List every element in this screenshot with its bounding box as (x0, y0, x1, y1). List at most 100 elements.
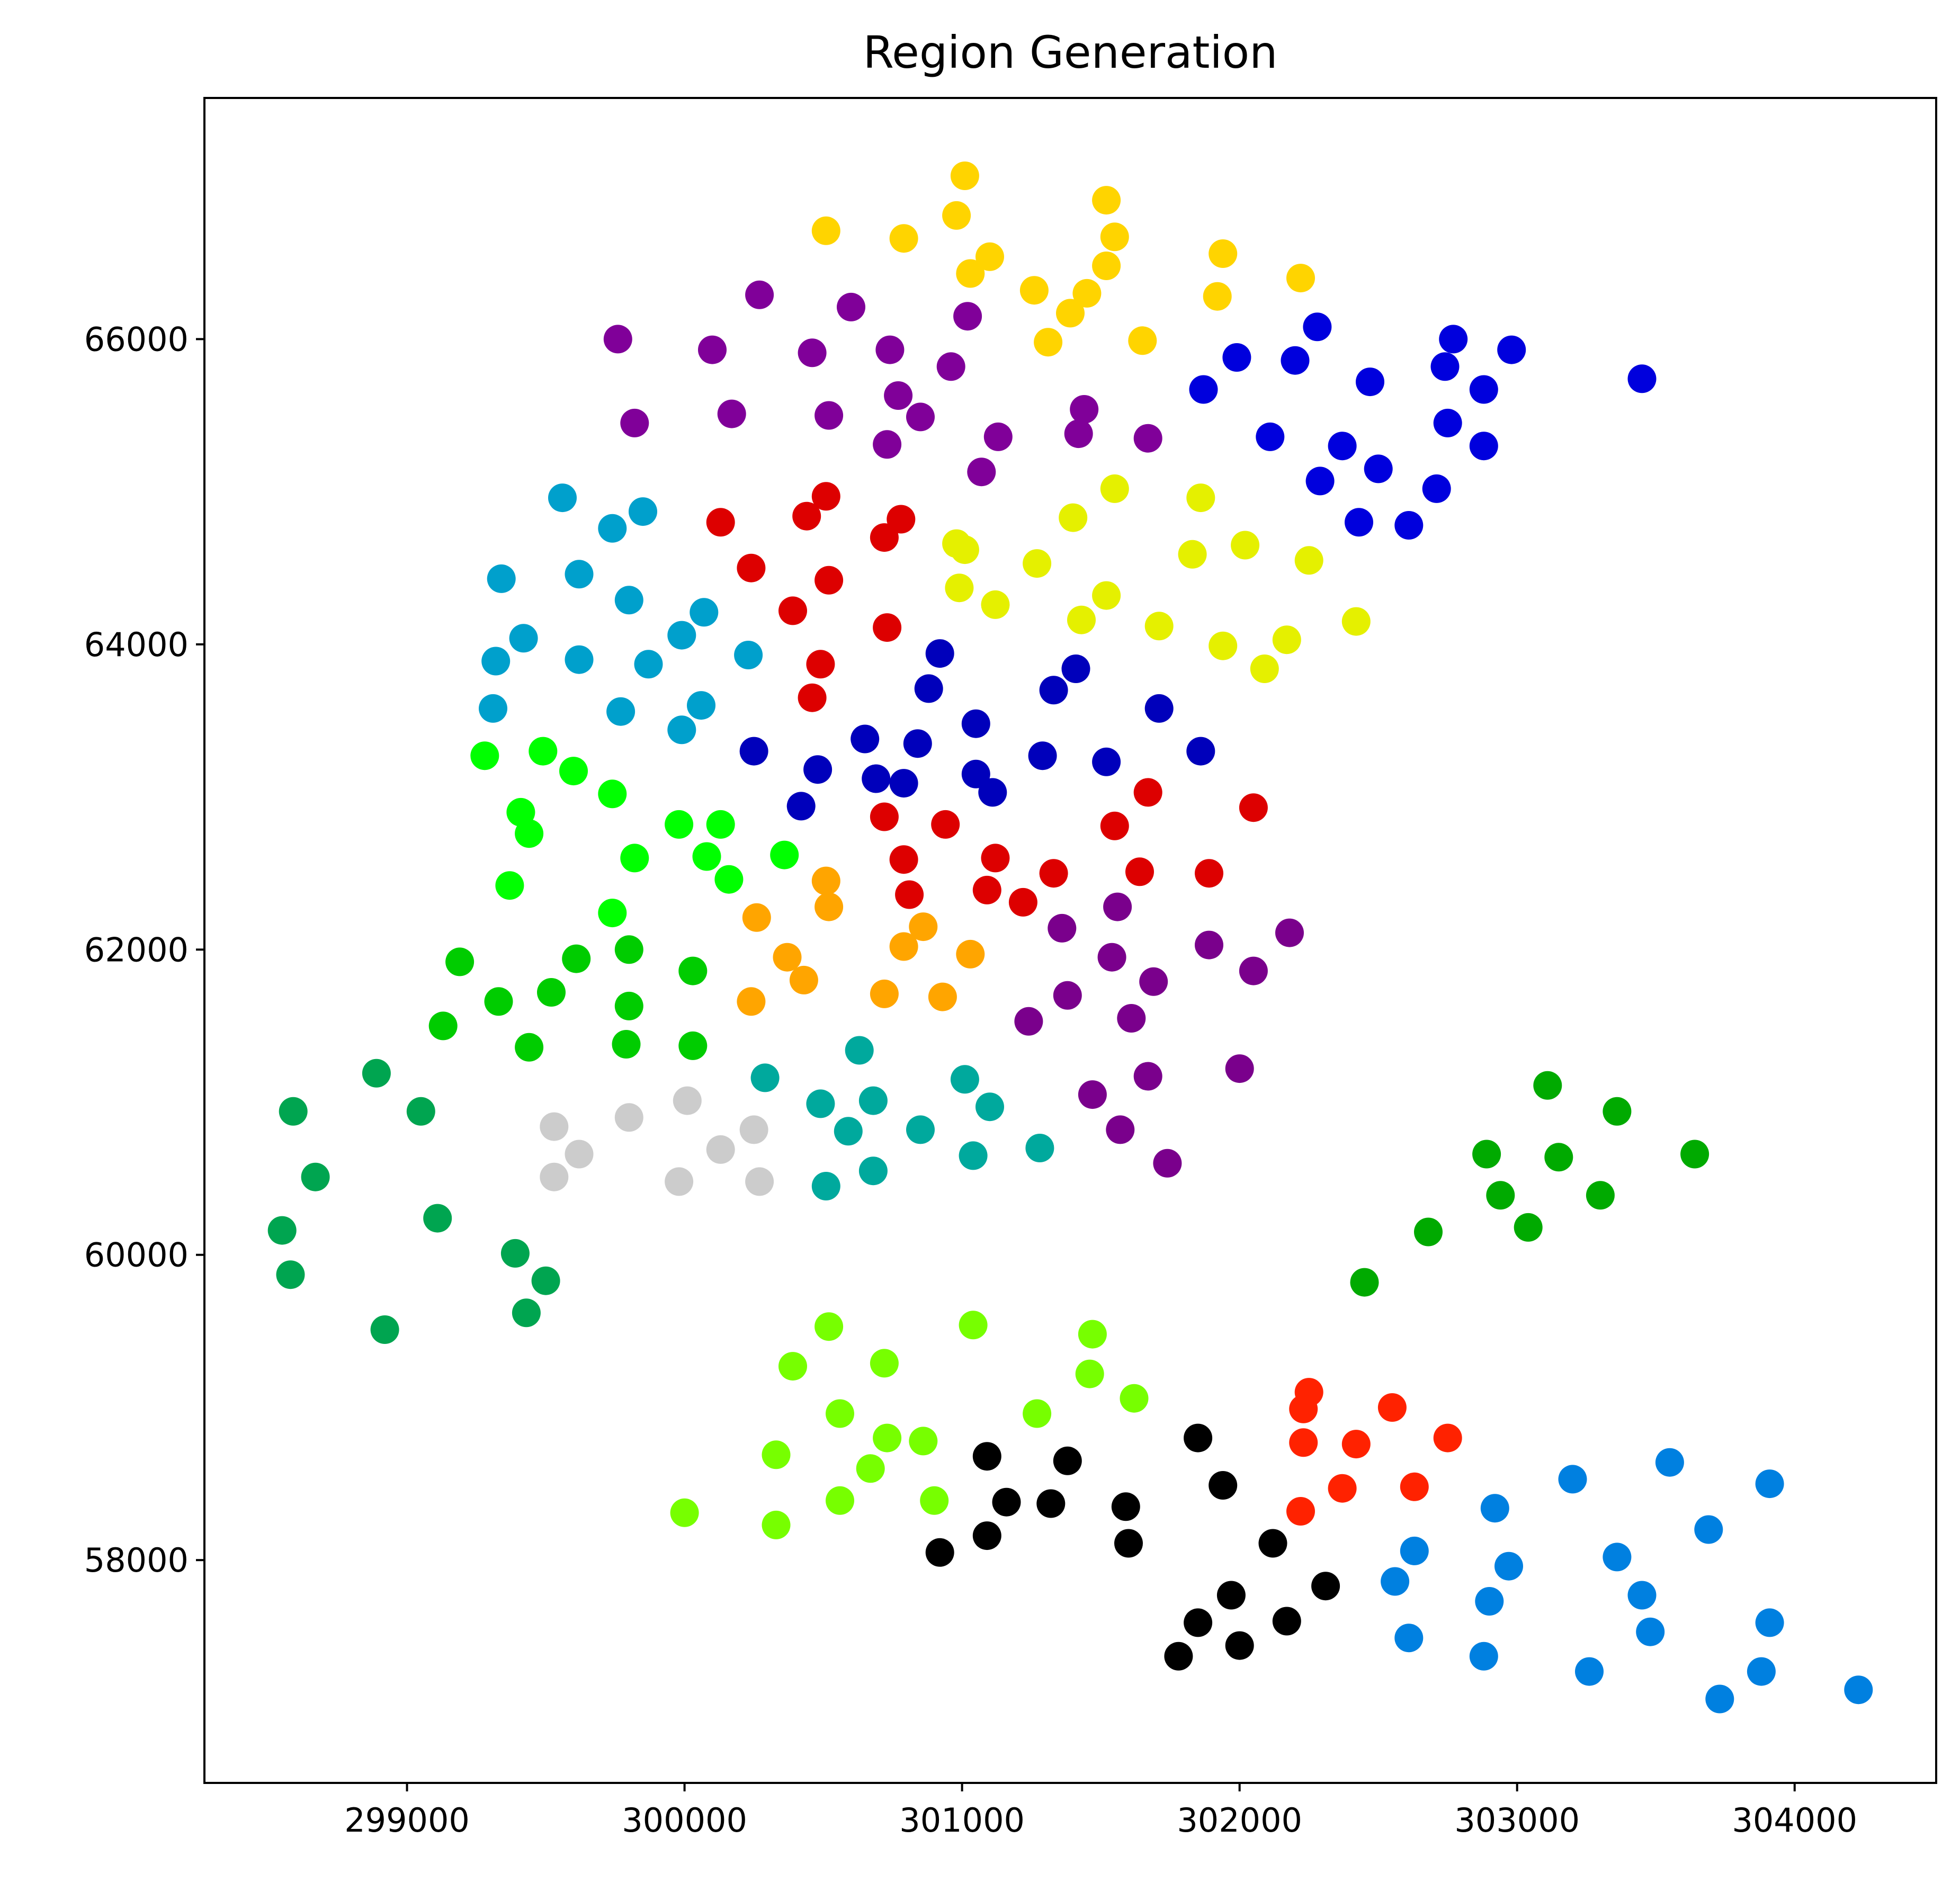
data-point (279, 1097, 308, 1126)
data-point (603, 325, 632, 354)
data-point (928, 982, 957, 1011)
data-point (826, 1486, 854, 1515)
data-point (1184, 1423, 1213, 1452)
data-point (786, 792, 816, 821)
data-point (1128, 326, 1157, 355)
data-point (737, 987, 766, 1016)
data-point (1328, 432, 1357, 461)
data-point (1394, 1624, 1424, 1653)
data-point (565, 560, 594, 589)
data-point (889, 932, 918, 961)
data-point (983, 422, 1013, 451)
data-point (851, 724, 880, 754)
data-point (1092, 186, 1121, 215)
data-point (1755, 1469, 1784, 1499)
data-point (1189, 375, 1218, 404)
data-point (481, 647, 511, 676)
data-point (1186, 483, 1215, 513)
x-tick-label: 300000 (622, 1801, 747, 1840)
data-point (1422, 474, 1451, 503)
data-point (1400, 1536, 1429, 1565)
data-point (1494, 1552, 1523, 1581)
x-tick-label: 299000 (344, 1801, 470, 1840)
data-point (834, 1117, 863, 1146)
y-tick-label: 60000 (84, 1236, 189, 1275)
data-points (267, 162, 1873, 1714)
data-point (706, 810, 735, 839)
data-point (837, 292, 865, 321)
data-point (745, 280, 774, 309)
data-point (565, 1140, 594, 1169)
data-point (1755, 1608, 1784, 1637)
data-point (687, 691, 715, 720)
data-point (931, 810, 960, 839)
data-point (1430, 352, 1460, 381)
data-point (826, 1399, 854, 1428)
data-point (598, 899, 627, 928)
data-point (815, 892, 844, 921)
data-point (598, 779, 627, 809)
data-point (875, 335, 905, 364)
data-point (690, 598, 719, 627)
data-point (1586, 1181, 1615, 1210)
data-point (1345, 508, 1373, 537)
data-point (1072, 279, 1102, 308)
data-point (673, 1086, 702, 1115)
data-point (1100, 474, 1129, 503)
data-point (667, 621, 696, 650)
data-point (559, 757, 588, 786)
data-point (614, 586, 643, 615)
data-point (1286, 264, 1315, 293)
data-point (1075, 1359, 1104, 1388)
data-point (1053, 981, 1082, 1010)
data-point (531, 1266, 560, 1295)
data-point (959, 1141, 988, 1170)
data-point (1627, 1581, 1657, 1610)
data-point (750, 1063, 780, 1092)
data-point (815, 1312, 844, 1341)
data-point (778, 1352, 807, 1381)
data-point (1558, 1465, 1587, 1494)
data-point (1039, 859, 1068, 888)
data-point (1097, 943, 1126, 972)
data-point (548, 483, 577, 513)
data-point (1225, 1631, 1254, 1660)
data-point (909, 1427, 938, 1456)
data-point (1239, 956, 1268, 985)
data-point (1439, 325, 1468, 354)
data-point (515, 819, 544, 848)
data-point (1209, 1471, 1238, 1500)
data-point (762, 1510, 791, 1539)
data-point (1400, 1472, 1429, 1501)
data-point (1544, 1143, 1573, 1172)
data-point (1100, 222, 1129, 252)
data-point (362, 1059, 391, 1088)
data-point (959, 1311, 988, 1340)
data-point (1028, 741, 1057, 770)
data-point (565, 645, 594, 674)
data-point (1694, 1515, 1723, 1544)
data-point (1341, 1430, 1371, 1459)
data-point (1286, 1497, 1315, 1526)
data-point (1039, 676, 1068, 705)
data-point (1533, 1071, 1562, 1100)
data-point (870, 979, 899, 1008)
data-point (1019, 276, 1049, 305)
data-point (1209, 239, 1238, 268)
data-point (634, 650, 663, 679)
data-point (803, 755, 833, 784)
data-point (1350, 1268, 1379, 1297)
data-point (870, 523, 899, 552)
data-point (1178, 540, 1207, 569)
data-point (815, 566, 844, 595)
data-point (914, 674, 943, 703)
data-point (873, 430, 902, 459)
data-point (1061, 654, 1090, 683)
data-point (406, 1097, 435, 1126)
data-point (1275, 918, 1304, 947)
data-point (936, 352, 965, 381)
data-point (1272, 1607, 1301, 1636)
data-point (612, 1030, 641, 1059)
data-point (856, 1454, 885, 1483)
